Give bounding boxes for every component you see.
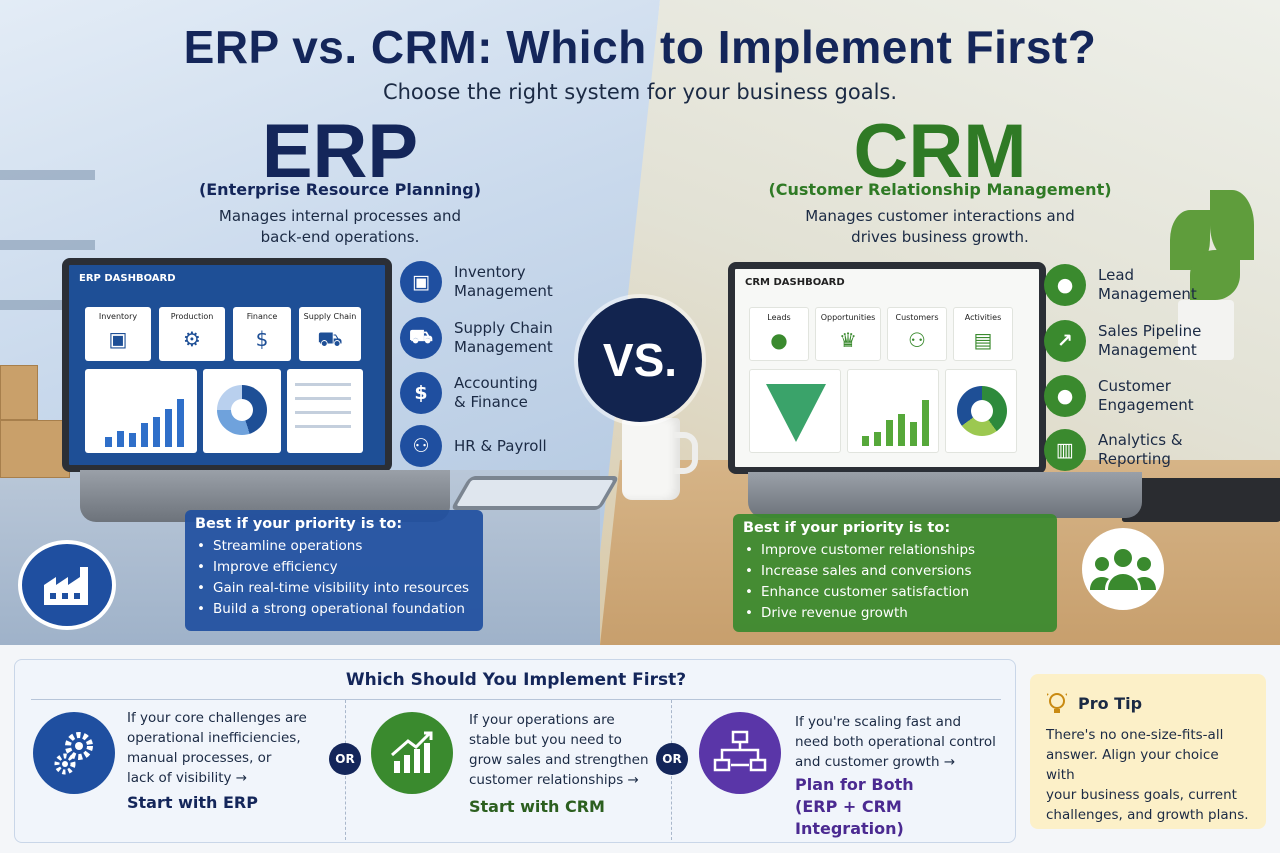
- crm-dashboard-title: CRM DASHBOARD: [745, 277, 845, 288]
- crm-feature-lead-management: ● Lead Management: [1044, 264, 1197, 306]
- chart-icon: ▥: [1044, 429, 1086, 471]
- or-badge: OR: [656, 743, 688, 775]
- pro-tip-title: Pro Tip: [1078, 694, 1143, 713]
- divider: [31, 699, 1001, 700]
- notebook: [1120, 478, 1280, 522]
- warehouse-shelf: [0, 170, 95, 180]
- dollar-icon: $: [255, 327, 269, 351]
- erp-donut-panel: [203, 369, 281, 453]
- crm-heading: CRM: [853, 109, 1027, 194]
- cardboard-box: [0, 420, 70, 478]
- crm-tile-activities: Activities ▤: [953, 307, 1013, 361]
- pro-tip-text: There's no one-size-fits-all answer. Ali…: [1046, 727, 1249, 823]
- truck-icon: ⛟: [400, 317, 442, 359]
- crm-bar-panel: [847, 369, 939, 453]
- erp-tile-production: Production ⚙: [159, 307, 225, 361]
- crm-description: Manages customer interactions and drives…: [805, 207, 1075, 246]
- list-item: Enhance customer satisfaction: [743, 582, 1047, 603]
- erp-priority-title: Best if your priority is to:: [195, 516, 403, 532]
- crm-tile-customers: Customers ⚇: [887, 307, 947, 361]
- list-item: Build a strong operational foundation: [195, 599, 473, 620]
- lightbulb-icon: [1047, 692, 1067, 713]
- erp-feature-accounting: $ Accounting & Finance: [400, 372, 538, 414]
- gears-icon: [33, 712, 115, 794]
- option-crm-text: If your operations are stable but you ne…: [469, 712, 649, 788]
- crm-feature-sales-pipeline: ↗ Sales Pipeline Management: [1044, 320, 1201, 362]
- vs-badge: VS.: [578, 298, 702, 422]
- or-badge: OR: [329, 743, 361, 775]
- clipboard-icon: ▤: [973, 328, 993, 352]
- crm-dashboard-screen: CRM DASHBOARD Leads ● Opportunities ♛ Cust…: [728, 262, 1046, 474]
- erp-heading: ERP: [261, 109, 419, 194]
- erp-feature-inventory: ▣ Inventory Management: [400, 261, 553, 303]
- option-both-text: If you're scaling fast and need both ope…: [795, 714, 996, 770]
- plan-for-both: Plan for Both (ERP + CRM Integration): [795, 775, 914, 838]
- crm-priority-box: Best if your priority is to: Improve cus…: [733, 514, 1057, 632]
- erp-list-panel: [287, 369, 363, 453]
- plant-pot: [1178, 300, 1234, 360]
- box-icon: ▣: [108, 327, 128, 351]
- gear-icon: ⚙: [183, 327, 201, 351]
- list-item: Increase sales and conversions: [743, 561, 1047, 582]
- trend-icon: ↗: [1044, 320, 1086, 362]
- erp-tile-inventory: Inventory ▣: [85, 307, 151, 361]
- crm-funnel-panel: [749, 369, 841, 453]
- erp-description: Manages internal processes and back-end …: [218, 207, 462, 246]
- factory-icon: [18, 540, 116, 630]
- crm-laptop-base: [748, 472, 1142, 518]
- people-group-icon: [1082, 528, 1164, 610]
- warehouse-shelf: [0, 240, 95, 250]
- network-icon: [699, 712, 781, 794]
- tablet: [450, 476, 620, 510]
- erp-bar-panel: [85, 369, 197, 453]
- people-icon: ⚇: [400, 425, 442, 467]
- cardboard-box: [0, 365, 38, 420]
- growth-chart-icon: [371, 712, 453, 794]
- pro-tip-box: Pro Tip There's no one-size-fits-all ans…: [1030, 674, 1266, 829]
- crm-tile-opportunities: Opportunities ♛: [815, 307, 881, 361]
- page-title: ERP vs. CRM: Which to Implement First?: [183, 21, 1097, 73]
- crm-tile-leads: Leads ●: [749, 307, 809, 361]
- dollar-icon: $: [400, 372, 442, 414]
- decision-title: Which Should You Implement First?: [345, 670, 687, 690]
- crown-icon: ♛: [839, 328, 857, 352]
- list-item: Drive revenue growth: [743, 603, 1047, 624]
- list-item: Improve customer relationships: [743, 540, 1047, 561]
- crm-full-name: (Customer Relationship Management): [768, 180, 1112, 199]
- erp-priority-box: Best if your priority is to: Streamline …: [185, 510, 483, 631]
- option-erp-text: If your core challenges are operational …: [127, 710, 307, 786]
- box-icon: ▣: [400, 261, 442, 303]
- plant-leaf: [1190, 250, 1240, 300]
- erp-tile-finance: Finance $: [233, 307, 291, 361]
- start-with-crm: Start with CRM: [469, 797, 605, 816]
- erp-feature-supply-chain: ⛟ Supply Chain Management: [400, 317, 553, 359]
- warehouse-shelf: [0, 300, 95, 310]
- person-icon: ●: [1044, 264, 1086, 306]
- decision-panel: Which Should You Implement First? If you…: [14, 659, 1016, 843]
- erp-dashboard-screen: ERP DASHBOARD Inventory ▣ Production ⚙ Fin…: [62, 258, 392, 472]
- crm-donut-panel: [945, 369, 1017, 453]
- person-icon: ●: [1044, 375, 1086, 417]
- erp-tile-supply-chain: Supply Chain ⛟: [299, 307, 361, 361]
- page-subtitle: Choose the right system for your busines…: [382, 80, 898, 104]
- crm-feature-customer-engagement: ● Customer Engagement: [1044, 375, 1194, 417]
- erp-full-name: (Enterprise Resource Planning): [198, 180, 482, 199]
- start-with-erp: Start with ERP: [127, 793, 258, 812]
- crm-priority-title: Best if your priority is to:: [743, 520, 951, 536]
- crm-feature-analytics: ▥ Analytics & Reporting: [1044, 429, 1183, 471]
- list-item: Improve efficiency: [195, 557, 473, 578]
- erp-feature-hr-payroll: ⚇ HR & Payroll: [400, 425, 547, 467]
- list-item: Gain real-time visibility into resources: [195, 578, 473, 599]
- truck-icon: ⛟: [317, 327, 343, 351]
- person-icon: ●: [770, 328, 788, 352]
- list-item: Streamline operations: [195, 536, 473, 557]
- coffee-mug: [622, 418, 698, 500]
- people-icon: ⚇: [908, 328, 926, 352]
- erp-dashboard-title: ERP DASHBOARD: [79, 273, 176, 284]
